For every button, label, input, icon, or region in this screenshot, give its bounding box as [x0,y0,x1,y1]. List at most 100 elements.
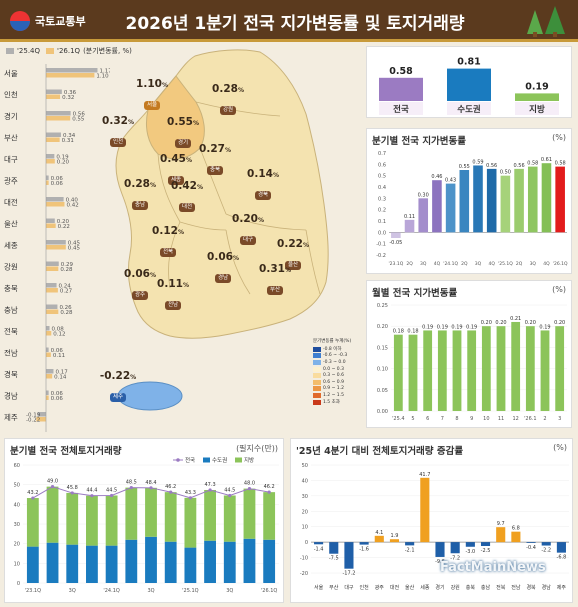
map-region-unit: % [130,374,137,381]
volume-x-tick: '24.1Q [103,588,120,594]
volume-y-tick: 10 [14,561,20,567]
legend-swatch-capital [203,457,210,463]
quarterly-value-label: 0.11 [404,214,415,220]
region-label: 서울 [4,69,18,78]
map-region-value: 0.22% [277,238,309,250]
curr-bar [46,245,66,250]
prev-value-label: 1.17 [99,69,110,75]
map-legend-label: -0.6 ~ -0.3 [323,353,348,359]
map-legend-swatch [313,399,321,405]
map-region-value: 1.10% [136,78,168,90]
quarterly-bar [527,166,538,233]
change-value-label: 4.1 [375,530,383,536]
legend-unit: (분기변동률, %) [83,47,132,55]
monthly-value-label: 0.20 [525,320,536,326]
map-region-label: 0.27% 충북 [193,144,237,175]
volume-total-point [90,494,94,498]
quarterly-value-label: 0.46 [431,174,442,180]
volume-total-label: 44.4 [86,488,97,494]
monthly-bar [511,321,521,411]
map-region-value: 0.20% [232,213,264,225]
volume-total-label: 43.3 [185,490,196,496]
region-label: 경기 [4,111,18,121]
prev-bar [46,111,71,116]
volume-local-bar [204,489,216,541]
taegeuk-icon [10,11,30,31]
monthly-bar [408,334,418,411]
monthly-x-tick: 7 [441,416,444,422]
legend-marker-total [176,458,180,462]
quarterly-value-label: 0.55 [459,164,470,170]
prev-value-label: 0.08 [52,327,65,333]
map-region-value: 0.14% [247,168,279,180]
change-value-label: -0.4 [526,545,536,551]
volume-local-bar [66,492,79,545]
map-region-label: 0.14% 경북 [241,169,285,200]
prev-bar [37,412,46,417]
monthly-bar [525,326,535,411]
monthly-value-label: 0.19 [437,324,448,330]
page-title: 2026년 1분기 전국 지가변동률 및 토지거래량 [125,14,465,34]
map-legend-label: 1.5 초과 [323,400,340,406]
prev-bar [46,240,66,245]
quarterly-panel: 분기별 전국 지가변동률 (%) 0.7 0.6 0.5 0.4 0.3 0.2 0.1 0.… [366,128,572,274]
volume-total-point [267,490,271,494]
quarterly-value-label: -0.05 [389,240,402,246]
change-x-tick: 제주 [557,584,567,591]
change-y-tick: 10 [302,525,308,531]
volume-total-point [208,488,212,492]
change-bar-chart: 50 40 30 20 10 0 -10 -20 -1.4 서울 -7.5 부산 -17.2 대구 -1.6… [300,463,569,591]
map-legend-label: -0.3 ~ 0.0 [323,359,346,365]
map-legend-item: 0.0 ~ 0.3 [313,366,363,373]
quarterly-value-label: 0.59 [472,159,483,165]
quarterly-bar [514,168,524,233]
volume-total-point [31,496,35,500]
map-region-name: 제주 [109,393,127,402]
map-region-name: 경북 [254,191,272,200]
monthly-x-tick: 12 [512,416,518,422]
monthly-bar [437,330,447,411]
volume-capital-bar [263,539,276,583]
volume-local-bar [223,495,236,542]
volume-total-label: 48.0 [244,481,255,487]
change-x-tick: 부산 [329,584,339,591]
quarterly-y-tick: 0.7 [378,151,386,157]
volume-y-tick: 20 [14,542,20,548]
monthly-value-label: 0.21 [510,316,521,322]
change-bar [329,542,339,554]
change-x-tick: 충남 [481,584,491,591]
change-bar [541,542,551,546]
prev-value-label: 0.19 [56,155,69,161]
volume-local-bar [46,486,59,543]
quarterly-y-tick: 0.3 [378,196,386,202]
volume-x-tick: 3Q [226,588,233,594]
volume-x-tick: 3Q [69,588,76,594]
change-bar [465,542,475,547]
region-label: 세종 [4,241,18,250]
quarterly-bar [459,170,470,233]
summary-bar [379,77,423,101]
region-label: 강원 [4,262,18,272]
map-legend-item: 0.6 ~ 0.9 [313,379,363,386]
quarterly-bar [432,180,442,233]
map-region-unit: % [161,82,168,89]
volume-unit: (필지수(만)) [236,444,278,453]
volume-total-label: 44.5 [106,487,117,493]
map-legend-swatch [313,366,321,372]
monthly-value-label: 0.19 [466,324,477,330]
monthly-bar [555,326,565,411]
prev-value-label: 0.06 [51,176,64,182]
monthly-title: 월별 전국 지가변동률 [372,288,458,299]
change-bar [344,542,354,569]
volume-bar-chart: 전국 수도권 지방 60 50 40 30 20 10 0 43.2 49.0 45.8 44.4 44.5… [14,456,279,594]
curr-value-label: 0.11 [53,353,65,359]
change-unit: (%) [553,443,567,452]
curr-bar [46,331,52,336]
region-label: 울산 [4,219,18,229]
region-label: 부산 [4,133,18,143]
summary-label: 전국 [393,104,409,115]
quarterly-bar [418,198,429,233]
change-value-label: -2.2 [541,548,551,554]
legend-swatch-prev [6,48,14,54]
change-value-label: -6.8 [557,555,567,561]
